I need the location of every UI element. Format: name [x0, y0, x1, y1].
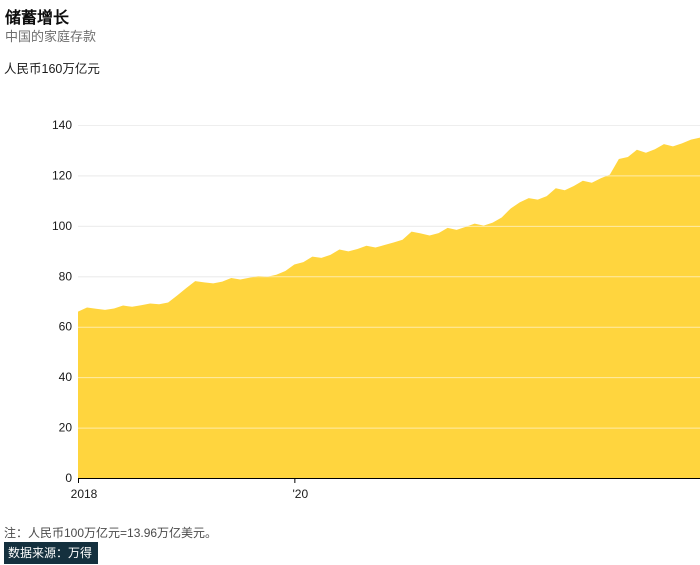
- chart-title: 储蓄增长: [5, 10, 70, 27]
- x-tick-label: 2018: [71, 487, 98, 501]
- y-tick-label: 120: [52, 168, 72, 182]
- area-series-household-deposits: [78, 137, 700, 479]
- chart-footnote: 注：人民币100万亿元=13.96万亿美元。: [4, 526, 218, 540]
- y-tick-label: 40: [59, 370, 73, 384]
- y-tick-label: 140: [52, 118, 72, 132]
- y-tick-label: 60: [59, 320, 73, 334]
- x-tick-label: '20: [293, 487, 309, 501]
- y-tick-label: 0: [65, 471, 72, 485]
- y-axis-unit-label: 人民币160万亿元: [4, 62, 100, 76]
- data-source-badge: 数据来源：万得: [4, 542, 99, 564]
- chart-subtitle: 中国的家庭存款: [5, 29, 97, 44]
- y-tick-label: 80: [59, 269, 73, 283]
- y-tick-label: 20: [59, 421, 73, 435]
- y-tick-label: 100: [52, 219, 72, 233]
